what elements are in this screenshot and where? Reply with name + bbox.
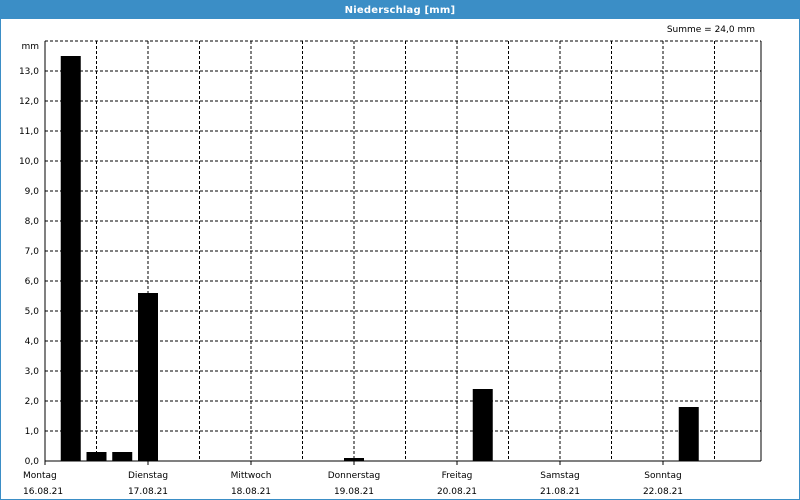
x-tick-label-date: 18.08.21 xyxy=(231,487,271,497)
x-tick-label-day: Donnerstag xyxy=(328,471,381,481)
x-tick-label-date: 17.08.21 xyxy=(128,487,168,497)
x-tick-label-date: 21.08.21 xyxy=(540,487,580,497)
precipitation-bar xyxy=(60,56,81,461)
y-tick-label: 6,0 xyxy=(25,277,40,287)
x-tick-label-day: Freitag xyxy=(442,471,473,481)
y-tick-label: 11,0 xyxy=(19,127,39,137)
precipitation-bar xyxy=(112,452,133,461)
y-tick-label: 7,0 xyxy=(25,247,40,257)
y-tick-label: 4,0 xyxy=(25,337,40,347)
y-tick-label: 12,0 xyxy=(19,97,39,107)
precipitation-bar xyxy=(472,389,493,461)
precipitation-bar xyxy=(344,458,364,461)
y-tick-label: 0,0 xyxy=(25,457,40,467)
x-tick-label-day: Dienstag xyxy=(128,471,168,481)
chart-title: Niederschlag [mm] xyxy=(1,1,799,19)
y-axis-label: mm xyxy=(21,42,39,52)
y-tick-label: 10,0 xyxy=(19,157,39,167)
x-tick-label-date: 20.08.21 xyxy=(437,487,477,497)
y-tick-label: 5,0 xyxy=(25,307,40,317)
y-tick-label: 1,0 xyxy=(25,427,40,437)
x-tick-label-date: 22.08.21 xyxy=(643,487,683,497)
y-tick-label: 13,0 xyxy=(19,67,39,77)
sum-label: Summe = 24,0 mm xyxy=(666,25,755,35)
x-tick-label-day: Samstag xyxy=(540,471,579,481)
y-tick-label: 8,0 xyxy=(25,217,40,227)
y-tick-label: 3,0 xyxy=(25,367,40,377)
precipitation-bar xyxy=(678,407,699,461)
precipitation-bar xyxy=(86,452,107,461)
x-tick-label-day: Montag xyxy=(23,471,57,481)
x-tick-label-date: 16.08.21 xyxy=(23,487,63,497)
precipitation-bar xyxy=(138,293,158,461)
x-tick-label-day: Sonntag xyxy=(644,471,681,481)
x-tick-label-day: Mittwoch xyxy=(231,471,272,481)
y-tick-label: 9,0 xyxy=(25,187,40,197)
y-tick-label: 2,0 xyxy=(25,397,40,407)
x-tick-label-date: 19.08.21 xyxy=(334,487,374,497)
